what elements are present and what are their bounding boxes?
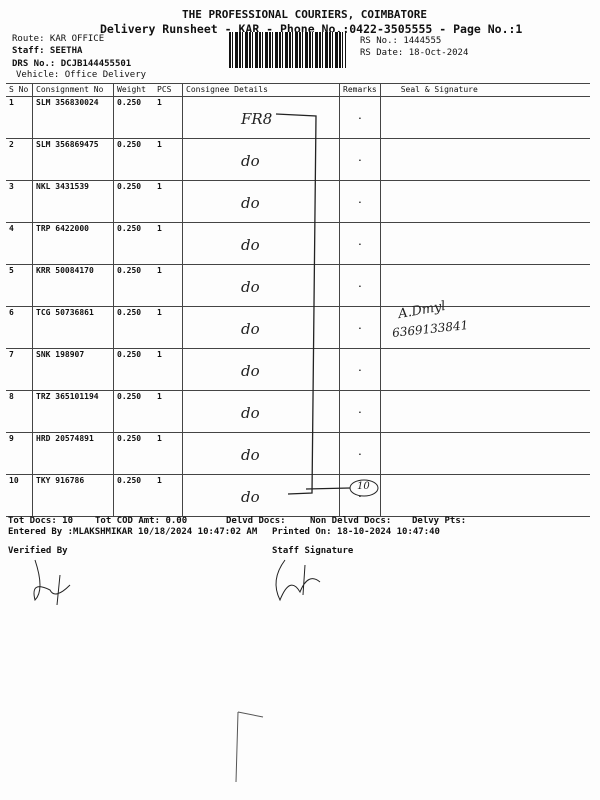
- vehicle: Vehicle: Office Delivery: [16, 70, 147, 80]
- remark-tick: ·: [357, 492, 363, 501]
- cell-remarks: ·: [339, 96, 381, 139]
- handwritten-consignee: do: [241, 278, 260, 296]
- cell-weight: 0.250: [113, 222, 154, 265]
- runsheet-table: S No Consignment No Weight PCS Consignee…: [6, 83, 590, 517]
- circled-count: 10: [357, 481, 370, 492]
- cell-consignee: do: [182, 474, 340, 517]
- remark-tick: ·: [357, 324, 363, 333]
- remark-tick: ·: [357, 198, 363, 207]
- verified-by-label: Verified By: [8, 546, 68, 556]
- cell-remarks: ·: [339, 180, 381, 223]
- circle-mark: [349, 479, 379, 497]
- delivered-docs: Delvd Docs:: [226, 516, 286, 526]
- entered-by: Entered By :MLAKSHMIKAR 10/18/2024 10:47…: [8, 527, 258, 537]
- cell-consignee: do: [182, 138, 340, 181]
- bracket-line: [275, 113, 317, 495]
- table-row: 2 SLM 356869475 0.250 1 do ·: [6, 138, 590, 181]
- printed-on: Printed On: 18-10-2024 10:47:40: [272, 527, 440, 537]
- table-row: 9 HRD 20574891 0.250 1 do ·: [6, 432, 590, 475]
- handwritten-consignee: do: [241, 236, 260, 254]
- runsheet-title: Delivery Runsheet - KAR - Phone No.:0422…: [100, 22, 523, 36]
- company-name: THE PROFESSIONAL COURIERS, COIMBATORE: [182, 8, 428, 21]
- delivery-points: Delvy Pts:: [412, 516, 467, 526]
- cell-seal: [379, 264, 590, 307]
- cell-weight: 0.250: [113, 432, 154, 475]
- non-delivered-docs: Non Delvd Docs:: [310, 516, 392, 526]
- handwritten-consignee: do: [241, 152, 260, 170]
- cell-remarks: ·: [339, 138, 381, 181]
- verifier-signature: [33, 559, 71, 606]
- staff-signature-mark: [275, 559, 321, 602]
- cell-sno: 10: [6, 474, 33, 517]
- remark-tick: ·: [357, 156, 363, 165]
- handwritten-consignee: do: [241, 320, 260, 338]
- cell-weight: 0.250: [113, 264, 154, 307]
- cell-consignment: HRD 20574891: [32, 432, 114, 475]
- cell-seal: [379, 390, 590, 433]
- cell-weight: 0.250: [113, 96, 154, 139]
- cell-consignee: do: [182, 180, 340, 223]
- cell-sno: 8: [6, 390, 33, 433]
- cell-sno: 9: [6, 432, 33, 475]
- table-row: 1 SLM 356830024 0.250 1 FR8 ·: [6, 96, 590, 139]
- cell-consignment: TKY 916786: [32, 474, 114, 517]
- remark-tick: ·: [357, 282, 363, 291]
- drs-number: DRS No.: DCJB144455501: [12, 59, 132, 69]
- cell-pcs: 1: [154, 432, 183, 475]
- cell-weight: 0.250: [113, 390, 154, 433]
- total-docs: Tot Docs: 10: [8, 516, 74, 526]
- route: Route: KAR OFFICE: [12, 34, 105, 44]
- cell-pcs: 1: [154, 390, 183, 433]
- handwritten-consignee: do: [241, 446, 260, 464]
- arrow-line: [305, 487, 351, 490]
- handwritten-consignee: do: [241, 194, 260, 212]
- cell-sno: 1: [6, 96, 33, 139]
- handwritten-consignee: do: [241, 362, 260, 380]
- cell-remarks: ·: [339, 390, 381, 433]
- cell-consignment: NKL 3431539: [32, 180, 114, 223]
- cod-amount: Tot COD Amt: 0.00: [95, 516, 188, 526]
- cell-seal: [379, 474, 590, 517]
- cell-seal: [379, 348, 590, 391]
- cell-weight: 0.250: [113, 474, 154, 517]
- handwritten-consignee: FR8: [241, 110, 273, 128]
- rs-number: RS No.: 1444555: [360, 36, 442, 46]
- remark-tick: ·: [357, 114, 363, 123]
- cell-consignment: KRR 50084170: [32, 264, 114, 307]
- remark-tick: ·: [357, 408, 363, 417]
- cell-pcs: 1: [154, 474, 183, 517]
- remark-tick: ·: [357, 366, 363, 375]
- cell-pcs: 1: [154, 96, 183, 139]
- cell-consignment: SLM 356830024: [32, 96, 114, 139]
- table-row: 10 TKY 916786 0.250 1 do ·: [6, 474, 590, 517]
- barcode: [229, 32, 346, 68]
- handwritten-consignee: do: [241, 404, 260, 422]
- cell-remarks: ·: [339, 348, 381, 391]
- cell-sno: 5: [6, 264, 33, 307]
- cell-sno: 6: [6, 306, 33, 349]
- staff-signature-label: Staff Signature: [272, 546, 354, 556]
- cell-consignment: TRP 6422000: [32, 222, 114, 265]
- cell-seal: [379, 138, 590, 181]
- cell-consignment: SNK 198907: [32, 348, 114, 391]
- table-row: 5 KRR 50084170 0.250 1 do ·: [6, 264, 590, 307]
- remark-tick: ·: [357, 240, 363, 249]
- remark-tick: ·: [357, 450, 363, 459]
- rs-date: RS Date: 18-Oct-2024: [360, 48, 469, 58]
- cell-weight: 0.250: [113, 180, 154, 223]
- handwritten-consignee: do: [241, 488, 260, 506]
- cell-seal: [379, 96, 590, 139]
- staff: Staff: SEETHA: [12, 46, 83, 56]
